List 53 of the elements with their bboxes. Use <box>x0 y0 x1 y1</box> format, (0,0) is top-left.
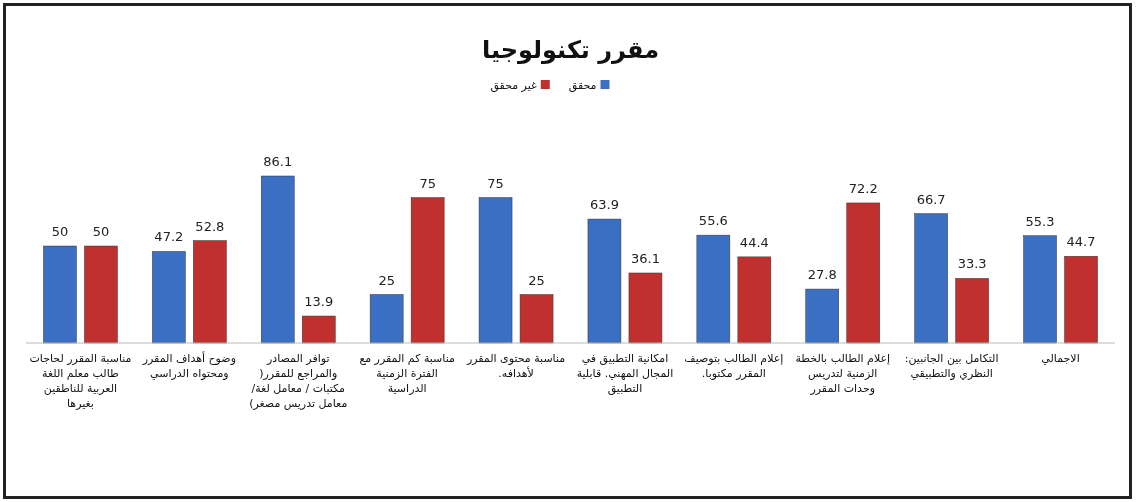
x-tick-label: إعلام الطالب بالخطة الزمنية لتدريس وحدات المقرر <box>794 351 892 396</box>
bar <box>261 175 295 344</box>
data-label: 55.6 <box>698 213 728 229</box>
data-label: 75 <box>419 175 436 191</box>
x-tick-label: التكامل بين الجانبين: النظري والتطبيقي <box>903 351 1000 381</box>
data-label: 75 <box>487 175 504 191</box>
bar <box>914 213 948 344</box>
x-tick-label: إعلام الطالب بتوصيف المقرر مكتوبا. <box>683 351 785 381</box>
data-label: 47.2 <box>154 229 184 245</box>
bar <box>1023 235 1057 344</box>
bar <box>696 234 731 344</box>
bar <box>955 278 989 344</box>
x-tick-label: مناسبة كم المقرر مع الفترة الزمنية الدراسية <box>358 351 456 396</box>
x-tick-label: مناسبة المقرر لحاجات طالب معلم اللغة العربية للناطقين بغيرها <box>29 351 132 411</box>
data-label: 33.3 <box>957 256 987 272</box>
bar <box>519 294 554 344</box>
x-tick-label: مناسبة محتوى المقرر لأهدافه. <box>465 351 567 381</box>
bar <box>410 197 445 344</box>
data-label: 86.1 <box>263 154 293 169</box>
data-label: 27.8 <box>807 267 837 283</box>
bar <box>152 251 186 344</box>
data-label: 55.3 <box>1025 213 1055 229</box>
x-tick-label: الاجمالي <box>1040 351 1081 366</box>
bar <box>587 218 622 344</box>
bar <box>737 256 772 344</box>
data-label: 44.7 <box>1066 234 1096 250</box>
chart-title: مقرر تكنولوجيا <box>481 36 660 64</box>
bar <box>478 197 513 344</box>
data-label: 44.4 <box>739 234 769 250</box>
data-label: 72.2 <box>848 180 878 196</box>
data-label: 63.9 <box>589 197 619 213</box>
bar <box>193 240 227 344</box>
legend-label: غير محقق <box>490 79 538 93</box>
data-label: 25 <box>378 272 395 288</box>
bar <box>369 294 404 344</box>
bar <box>302 315 336 344</box>
x-tick-label: توافر المصادر والمراجع للمقرر( مكتبات / معامل لغة/ معامل تدريس مصغر) <box>248 351 349 411</box>
bar <box>43 245 77 344</box>
data-label: 36.1 <box>630 250 660 266</box>
data-label: 25 <box>528 272 545 288</box>
data-label: 13.9 <box>304 294 334 310</box>
bar <box>628 272 663 344</box>
data-label: 50 <box>51 224 69 240</box>
bar <box>84 245 118 344</box>
bar <box>805 288 839 344</box>
x-tick-label: وضوح أهداف المقرر ومحتواه الدراسي <box>141 351 237 381</box>
x-tick-label: امكانية التطبيق في المجال المهني. قابلية التطبيق <box>575 351 675 396</box>
bar <box>1064 256 1098 344</box>
data-label: 50 <box>92 224 110 240</box>
bar <box>846 202 880 344</box>
legend-label: محقق <box>568 79 597 93</box>
data-label: 66.7 <box>916 191 946 207</box>
data-label: 52.8 <box>195 218 225 234</box>
